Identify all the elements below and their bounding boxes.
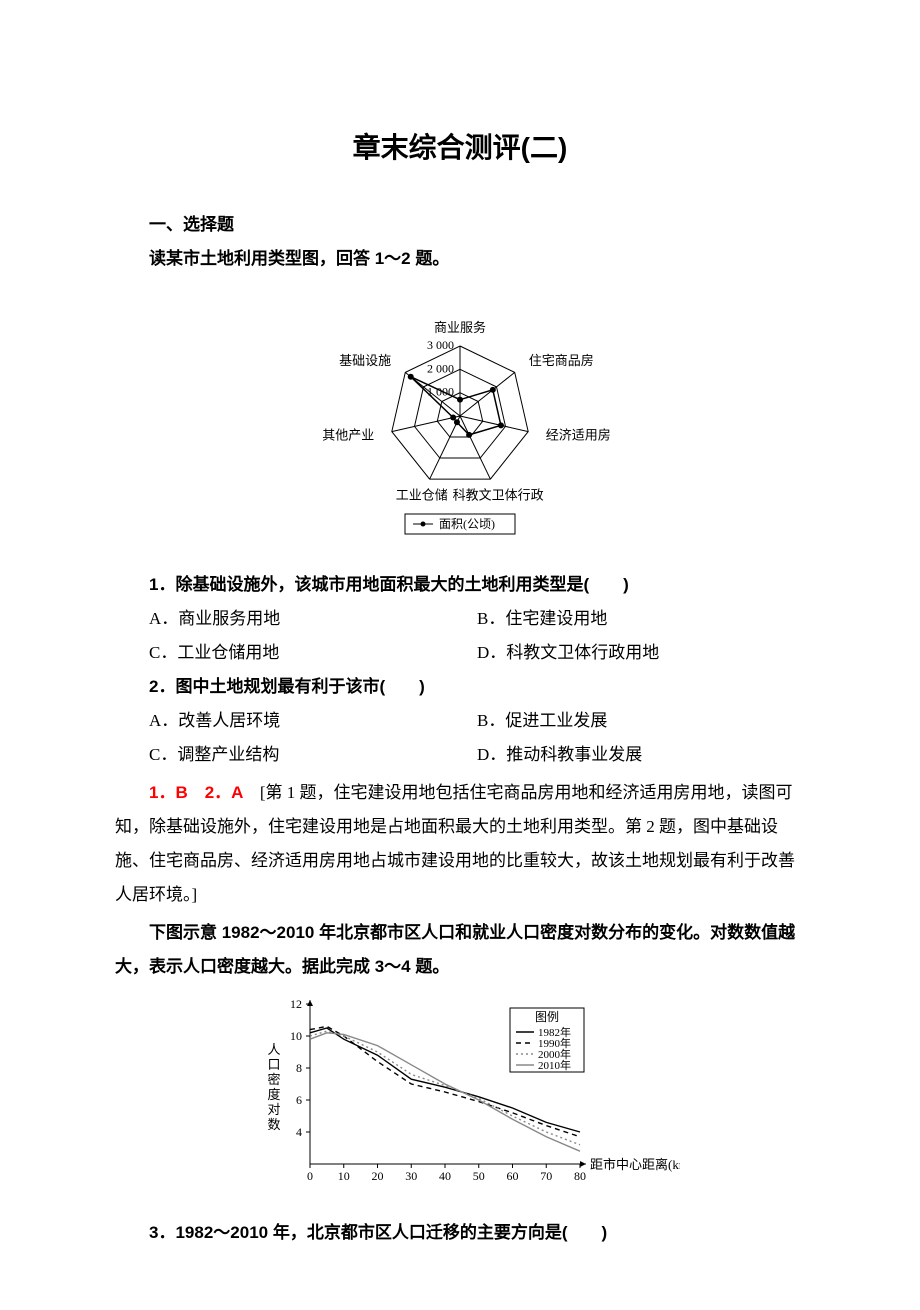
svg-text:4: 4	[296, 1125, 302, 1139]
svg-text:60: 60	[507, 1169, 519, 1183]
svg-text:80: 80	[574, 1169, 586, 1183]
svg-text:度: 度	[267, 1087, 280, 1102]
svg-text:其他产业: 其他产业	[322, 428, 374, 443]
svg-text:6: 6	[296, 1093, 302, 1107]
q3-stem: 3．1982～2010 年，北京都市区人口迁移的主要方向是( )	[115, 1216, 805, 1250]
q3-num: 3．	[149, 1223, 175, 1242]
svg-text:密: 密	[267, 1072, 280, 1087]
svg-text:面积(公顷): 面积(公顷)	[439, 517, 495, 531]
q1-choices-ab: A．商业服务用地 B．住宅建设用地	[115, 602, 805, 636]
q3-text: 1982～2010 年，北京都市区人口迁移的主要方向是( )	[175, 1223, 607, 1242]
q2-choice-b: B．促进工业发展	[477, 704, 805, 738]
svg-text:0: 0	[307, 1169, 313, 1183]
svg-text:2 000: 2 000	[427, 361, 454, 375]
svg-text:人: 人	[267, 1042, 280, 1057]
svg-text:2000年: 2000年	[538, 1047, 571, 1061]
svg-text:数: 数	[267, 1117, 280, 1132]
svg-text:距市中心距离(km): 距市中心距离(km)	[590, 1157, 680, 1172]
svg-text:10: 10	[290, 1029, 302, 1043]
line-figure: 0 10 20 30 40 50 60 70 80 4 6 8 10 12 人口密度对数距市中心距离(km)…	[115, 994, 805, 1206]
q1-stem: 1．除基础设施外，该城市用地面积最大的土地利用类型是( )	[115, 568, 805, 602]
answer-12-red: 1．B 2．A	[115, 783, 260, 802]
intro-2: 下图示意 1982～2010 年北京都市区人口和就业人口密度对数分布的变化。对数…	[115, 916, 805, 984]
q1-choices-cd: C．工业仓储用地 D．科教文卫体行政用地	[115, 636, 805, 670]
svg-text:70: 70	[540, 1169, 552, 1183]
radar-chart: 商业服务住宅商品房经济适用房科教文卫体行政工业仓储 其他产业 基础设施 1 000 2 …	[290, 286, 630, 546]
intro-1: 读某市土地利用类型图，回答 1～2 题。	[115, 242, 805, 276]
svg-text:1 000: 1 000	[427, 385, 454, 399]
svg-text:住宅商品房: 住宅商品房	[529, 353, 594, 368]
section-heading: 一、选择题	[115, 208, 805, 242]
svg-text:经济适用房: 经济适用房	[546, 428, 611, 443]
svg-text:30: 30	[405, 1169, 417, 1183]
page-title: 章末综合测评(二)	[115, 120, 805, 176]
svg-text:8: 8	[296, 1061, 302, 1075]
svg-text:商业服务: 商业服务	[434, 320, 486, 335]
svg-text:12: 12	[290, 997, 302, 1011]
svg-text:1990年: 1990年	[538, 1036, 571, 1050]
svg-text:2010年: 2010年	[538, 1058, 571, 1072]
svg-text:10: 10	[338, 1169, 350, 1183]
svg-text:50: 50	[473, 1169, 485, 1183]
q2-choices-ab: A．改善人居环境 B．促进工业发展	[115, 704, 805, 738]
q1-choice-b: B．住宅建设用地	[477, 602, 805, 636]
svg-text:40: 40	[439, 1169, 451, 1183]
svg-text:工业仓储: 工业仓储	[396, 487, 448, 502]
q1-choice-d: D．科教文卫体行政用地	[477, 636, 805, 670]
q1-text: 除基础设施外，该城市用地面积最大的土地利用类型是( )	[175, 575, 628, 594]
radar-figure: 商业服务住宅商品房经济适用房科教文卫体行政工业仓储 其他产业 基础设施 1 000 2 …	[115, 286, 805, 558]
svg-text:1982年: 1982年	[538, 1025, 571, 1039]
q2-choice-c: C．调整产业结构	[149, 738, 477, 772]
svg-text:图例: 图例	[535, 1010, 559, 1024]
q2-num: 2．	[149, 677, 175, 696]
q2-stem: 2．图中土地规划最有利于该市( )	[115, 670, 805, 704]
line-chart: 0 10 20 30 40 50 60 70 80 4 6 8 10 12 人口密度对数距市中心距离(km)…	[240, 994, 680, 1194]
q1-num: 1．	[149, 575, 175, 594]
svg-text:口: 口	[267, 1057, 280, 1072]
answer-12: 1．B 2．A [第 1 题，住宅建设用地包括住宅商品房用地和经济适用房用地，读…	[115, 776, 805, 912]
q2-choice-d: D．推动科教事业发展	[477, 738, 805, 772]
svg-text:3 000: 3 000	[427, 338, 454, 352]
q2-choice-a: A．改善人居环境	[149, 704, 477, 738]
q1-choice-a: A．商业服务用地	[149, 602, 477, 636]
q2-text: 图中土地规划最有利于该市( )	[175, 677, 424, 696]
svg-text:基础设施: 基础设施	[339, 353, 391, 368]
svg-text:科教文卫体行政: 科教文卫体行政	[453, 487, 544, 502]
svg-text:对: 对	[267, 1102, 280, 1117]
q1-choice-c: C．工业仓储用地	[149, 636, 477, 670]
q2-choices-cd: C．调整产业结构 D．推动科教事业发展	[115, 738, 805, 772]
svg-text:20: 20	[372, 1169, 384, 1183]
